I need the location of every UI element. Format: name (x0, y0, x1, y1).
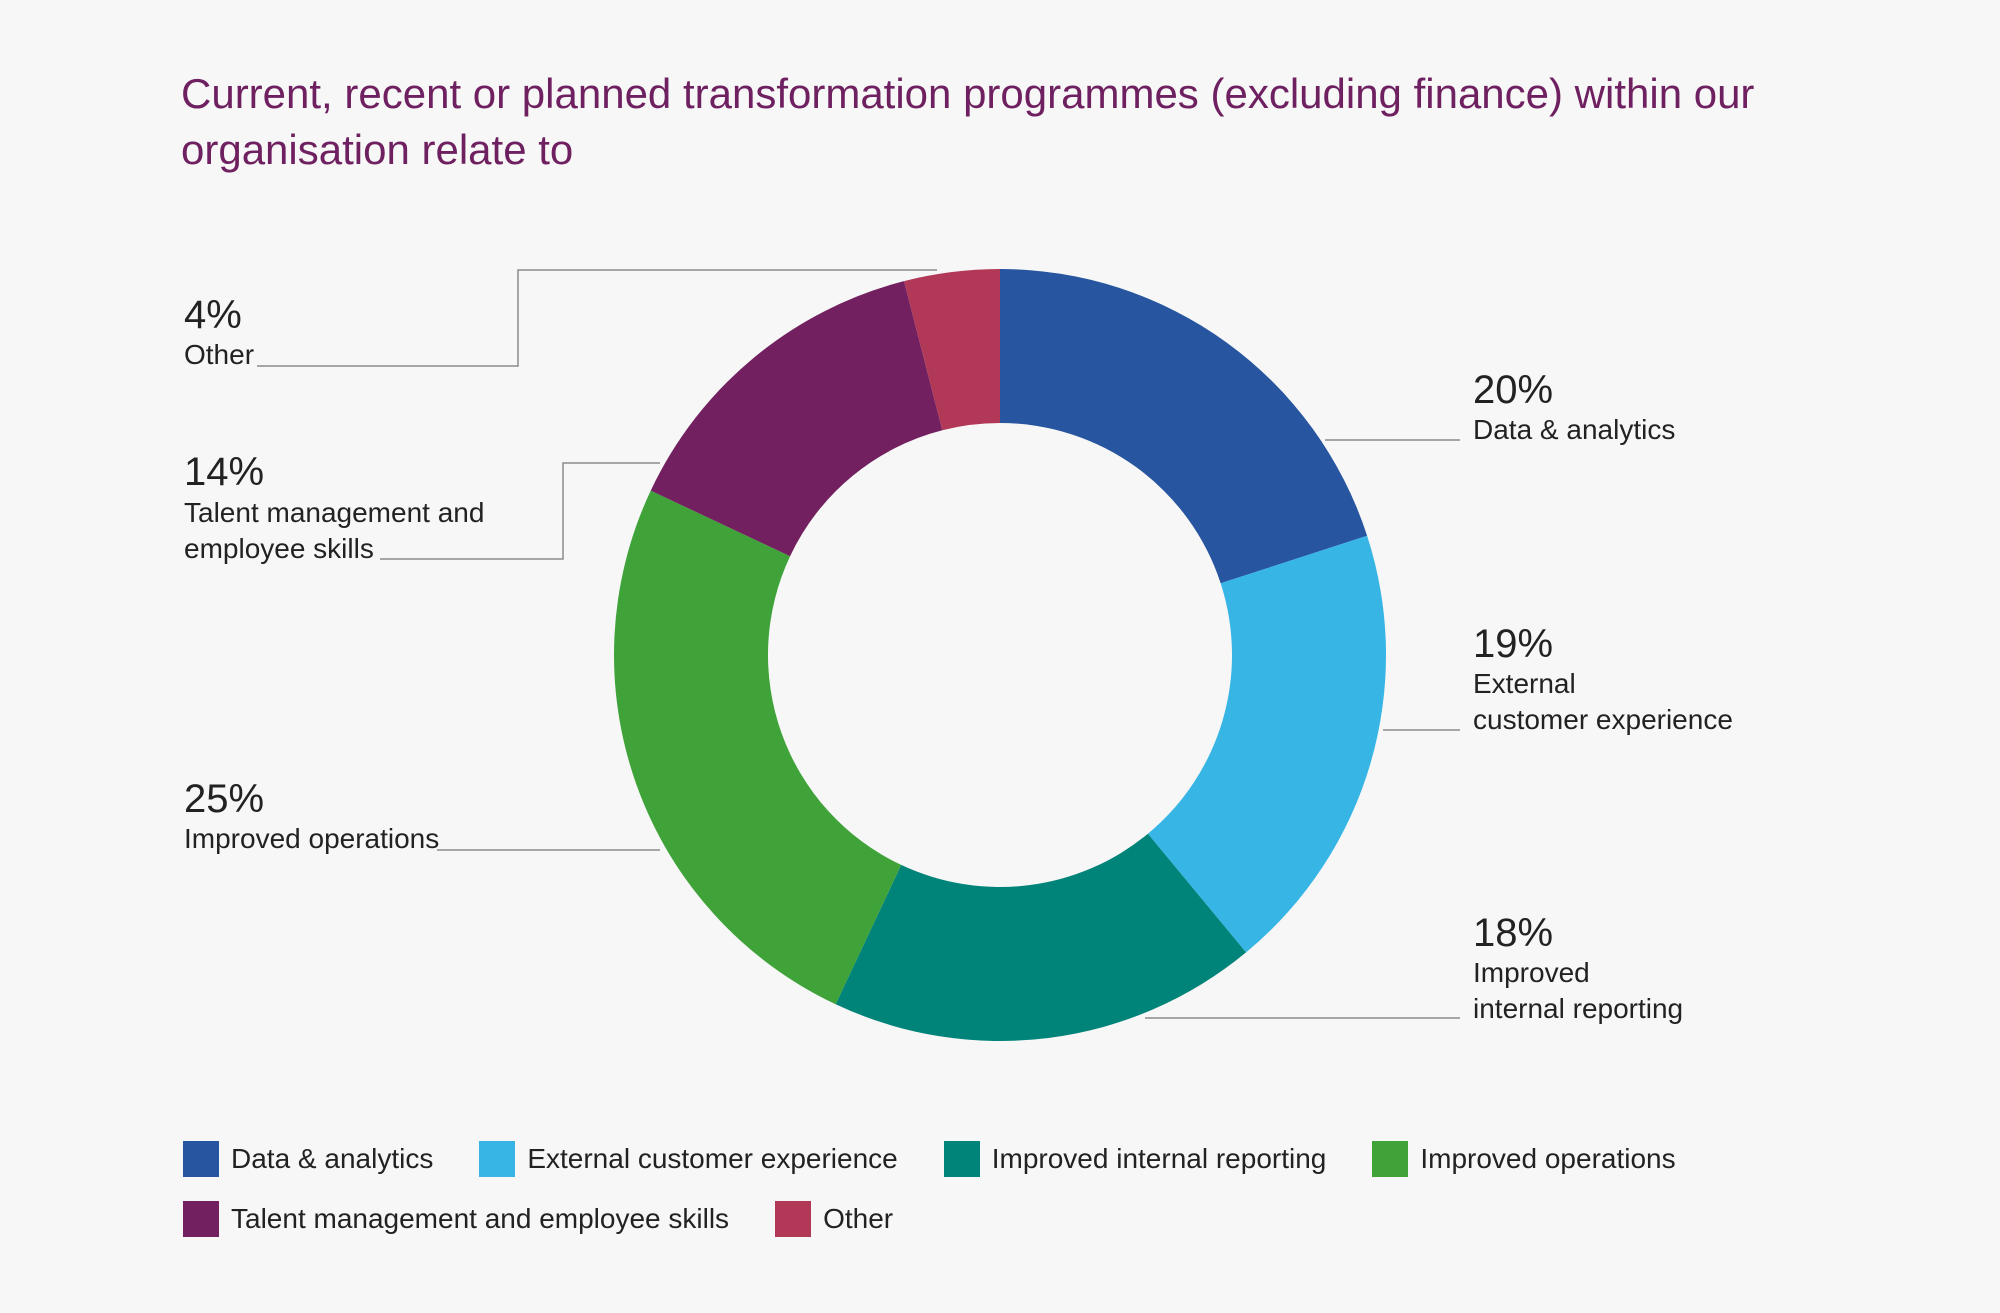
callout-value-data-analytics: 20% (1473, 368, 1553, 412)
legend-label-external-customer-experience: External customer experience (527, 1143, 898, 1174)
leader-line-other (257, 269, 937, 367)
callout-value-talent-management-and-employee-skills: 14% (184, 450, 264, 494)
donut-slice-external-customer-experience (1147, 535, 1386, 953)
leader-line-talent-management-and-employee-skills (380, 462, 660, 560)
callout-label-improved-operations: Improved operations (184, 823, 439, 854)
donut-slice-improved-operations (614, 490, 902, 1005)
donut-slice-other (904, 269, 1000, 431)
chart-title: Current, recent or planned transformatio… (181, 70, 1755, 173)
legend-swatch-external-customer-experience (479, 1141, 516, 1177)
callout-label-improved-internal-reporting-line-1: Improved (1473, 957, 1590, 988)
legend-label-other: Other (823, 1203, 894, 1234)
callout-label-talent-management-and-employee-skills-line-1: Talent management and (184, 497, 484, 528)
callout-label-talent-management-and-employee-skills-line-2: employee skills (184, 533, 374, 564)
legend-label-improved-operations: Improved operations (1420, 1143, 1676, 1174)
callout-value-other: 4% (184, 293, 242, 337)
legend-item-external-customer-experience: External customer experience (479, 1141, 898, 1177)
legend-swatch-improved-internal-reporting (943, 1141, 980, 1177)
legend-swatch-talent-management (183, 1201, 219, 1237)
callout-label-other: Other (184, 339, 254, 370)
legend-label-data-analytics: Data & analytics (231, 1143, 434, 1174)
legend-swatch-data-analytics (183, 1141, 219, 1177)
legend-row-2: Talent management and employee skills Ot… (183, 1198, 1783, 1240)
callout-label-external-customer-experience-line-2: customer experience (1473, 704, 1733, 735)
legend-row-1: Data & analytics External customer exper… (183, 1138, 1783, 1180)
legend-swatch-other (775, 1201, 812, 1237)
chart-legend: Data & analytics External customer exper… (183, 1138, 1783, 1258)
legend-label-improved-internal-reporting: Improved internal reporting (991, 1143, 1327, 1174)
donut-slice-data-analytics (1000, 269, 1368, 584)
legend-item-improved-internal-reporting: Improved internal reporting (943, 1141, 1327, 1177)
callout-label-external-customer-experience-line-1: External (1473, 668, 1576, 699)
callout-value-improved-internal-reporting: 18% (1473, 911, 1553, 955)
legend-item-other: Other (775, 1201, 893, 1237)
legend-item-improved-operations: Improved operations (1372, 1141, 1676, 1177)
callout-label-data-analytics: Data & analytics (1473, 414, 1675, 445)
donut-slice-improved-internal-reporting (835, 833, 1247, 1041)
donut-slice-talent-management-and-employee-skills (650, 281, 943, 557)
callout-value-external-customer-experience: 19% (1473, 622, 1553, 666)
legend-label-talent-management: Talent management and employee skills (231, 1203, 730, 1234)
legend-item-talent-management: Talent management and employee skills (183, 1201, 729, 1237)
callout-label-improved-internal-reporting-line-2: internal reporting (1473, 993, 1683, 1024)
legend-item-data-analytics: Data & analytics (183, 1141, 433, 1177)
legend-swatch-improved-operations (1372, 1141, 1409, 1177)
callout-value-improved-operations: 25% (184, 777, 264, 821)
